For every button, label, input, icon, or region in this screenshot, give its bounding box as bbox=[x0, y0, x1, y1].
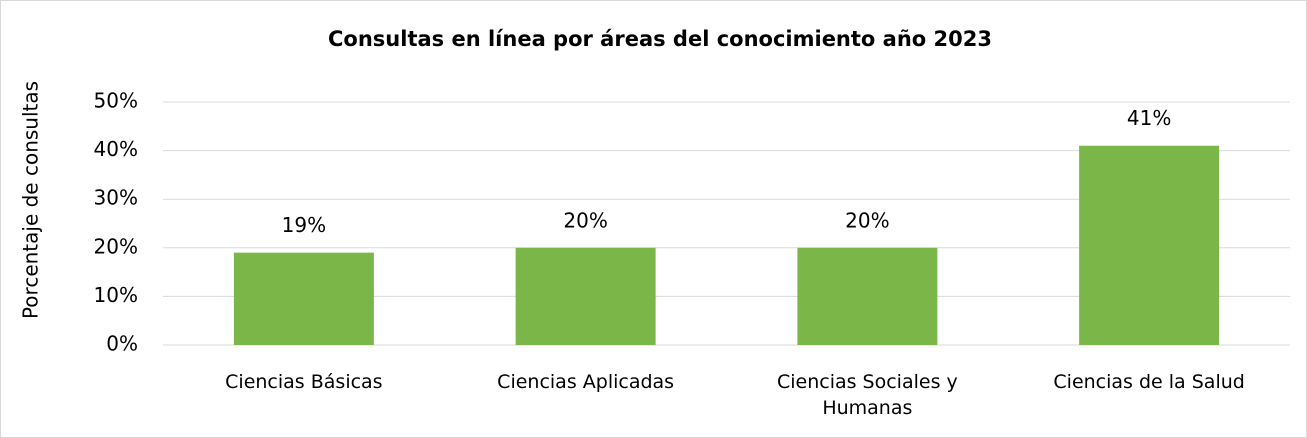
value-label: 20% bbox=[563, 208, 607, 232]
y-tick-label: 10% bbox=[94, 283, 138, 307]
y-tick-label: 50% bbox=[94, 89, 138, 113]
x-tick-label: Ciencias Básicas bbox=[225, 371, 383, 393]
value-label: 19% bbox=[282, 213, 326, 237]
y-tick-label: 0% bbox=[106, 332, 138, 356]
bar bbox=[515, 247, 656, 345]
x-tick-label-box: Ciencias de la Salud bbox=[1053, 371, 1245, 393]
bar bbox=[233, 252, 374, 345]
x-tick-label: Ciencias Aplicadas bbox=[497, 371, 675, 393]
y-tick-label: 20% bbox=[94, 234, 138, 258]
value-label: 20% bbox=[845, 208, 889, 232]
bar bbox=[797, 247, 938, 345]
y-tick-label: 40% bbox=[94, 137, 138, 161]
x-tick-label-box: Ciencias Básicas bbox=[225, 371, 383, 393]
bar bbox=[1079, 145, 1220, 345]
x-tick-label: Ciencias de la Salud bbox=[1053, 371, 1245, 393]
y-axis-label: Porcentaje de consultas bbox=[19, 81, 43, 319]
x-tick-label: Ciencias Sociales y Humanas bbox=[776, 371, 958, 419]
x-tick-label-box: Ciencias Sociales y Humanas bbox=[776, 371, 958, 419]
chart-title: Consultas en línea por áreas del conocim… bbox=[328, 27, 992, 51]
value-label: 41% bbox=[1127, 106, 1171, 130]
x-tick-label-box: Ciencias Aplicadas bbox=[497, 371, 675, 393]
y-tick-label: 30% bbox=[94, 186, 138, 210]
